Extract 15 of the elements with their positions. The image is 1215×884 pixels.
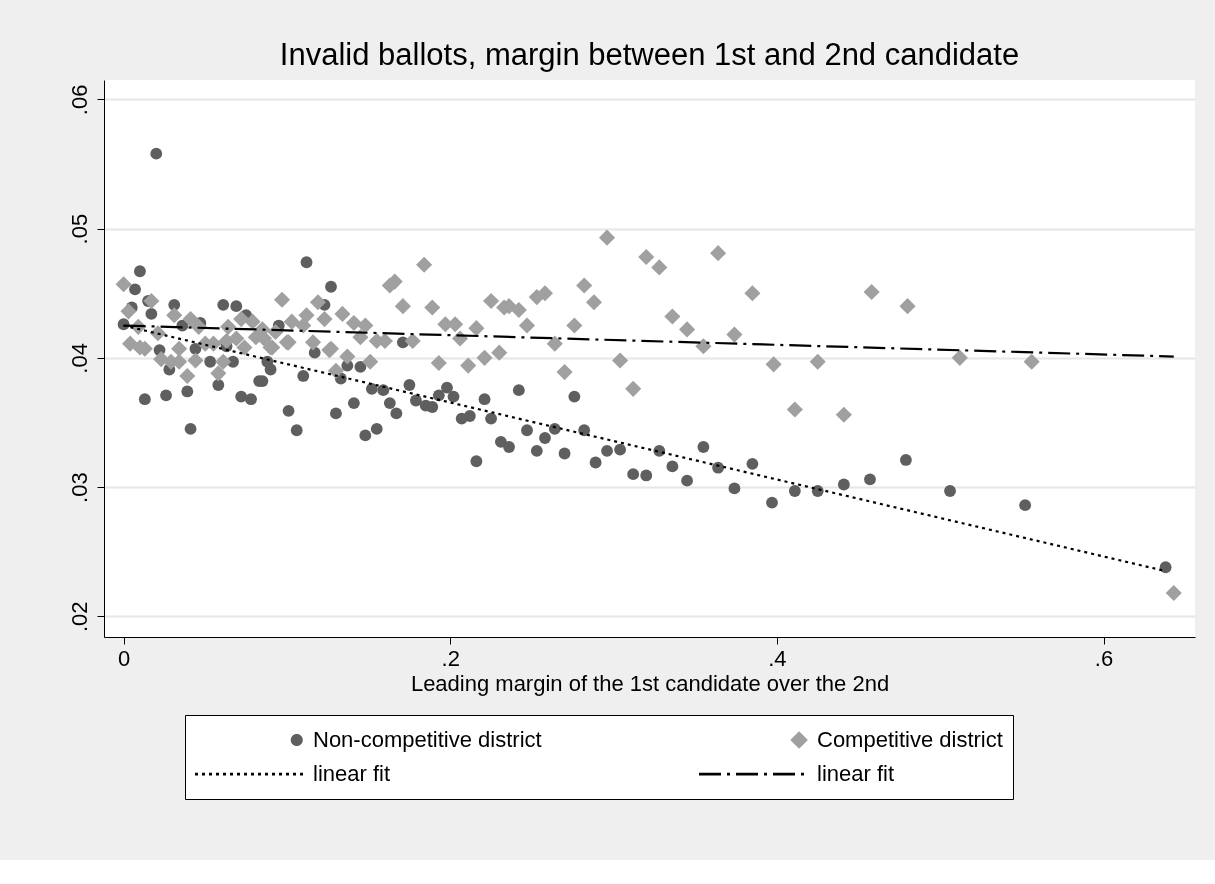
legend-label: Non-competitive district [313,727,542,752]
x-axis-title: Leading margin of the 1st candidate over the 2nd [410,670,890,696]
x-tick-label: 0 [117,645,131,671]
y-tick-label: .03 [66,472,92,503]
x-tick-label: .4 [768,645,787,671]
x-tick-label: .2 [441,645,460,671]
y-tick-label: .04 [66,343,92,374]
y-tick-label: .06 [66,84,92,116]
legend-label: Competitive district [817,727,1003,752]
y-tick-label: .02 [66,601,92,633]
legend-label: linear fit [313,761,391,786]
y-tick-label: .05 [66,213,92,245]
x-tick-label: .6 [1094,645,1114,671]
legend-label: linear fit [817,761,895,786]
chart-title: Invalid ballots, margin between 1st and 2nd candidate [279,37,1020,72]
